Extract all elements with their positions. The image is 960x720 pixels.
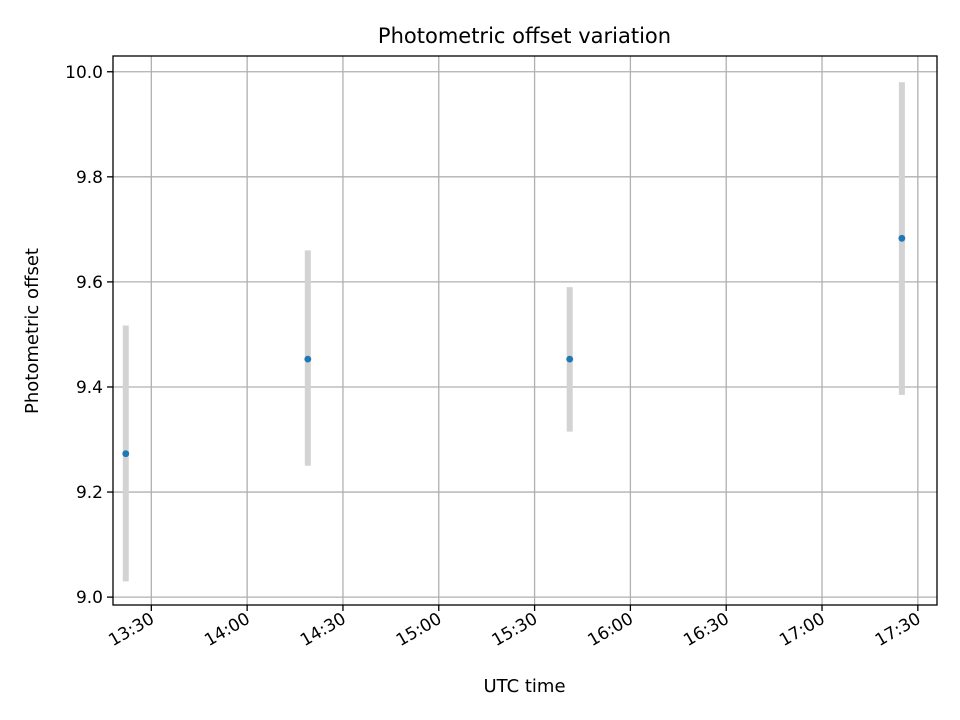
data-point (122, 450, 130, 458)
x-tick-label: 16:30 (680, 609, 732, 651)
y-tick-label: 10.0 (65, 63, 103, 83)
x-tick-label: 17:30 (872, 609, 924, 651)
x-tick-label: 15:30 (489, 609, 541, 651)
y-axis-ticks: 9.0 9.2 9.4 9.6 9.8 10.0 (65, 63, 113, 608)
x-axis-label: UTC time (483, 676, 565, 697)
y-axis-label: Photometric offset (22, 248, 43, 414)
y-tick-label: 9.6 (76, 273, 103, 293)
x-tick-label: 13:30 (105, 609, 157, 651)
data-points (122, 234, 906, 458)
x-tick-label: 17:00 (776, 609, 828, 651)
x-tick-label: 16:00 (584, 609, 636, 651)
x-tick-label: 15:00 (393, 609, 445, 651)
y-tick-label: 9.2 (76, 483, 103, 503)
error-bars (122, 82, 905, 582)
y-tick-label: 9.0 (76, 588, 103, 608)
plot-frame (112, 55, 938, 606)
chart-title: Photometric offset variation (378, 24, 671, 48)
data-point (898, 234, 906, 242)
y-tick-label: 9.4 (76, 378, 103, 398)
data-point (304, 355, 312, 363)
data-point (566, 355, 574, 363)
y-tick-label: 9.8 (76, 168, 103, 188)
x-axis-ticks: 13:30 14:00 14:30 15:00 15:30 16:00 16:30 17:00… (105, 605, 924, 651)
x-tick-label: 14:00 (201, 609, 253, 651)
grid (113, 56, 937, 605)
x-tick-label: 14:30 (297, 609, 349, 651)
